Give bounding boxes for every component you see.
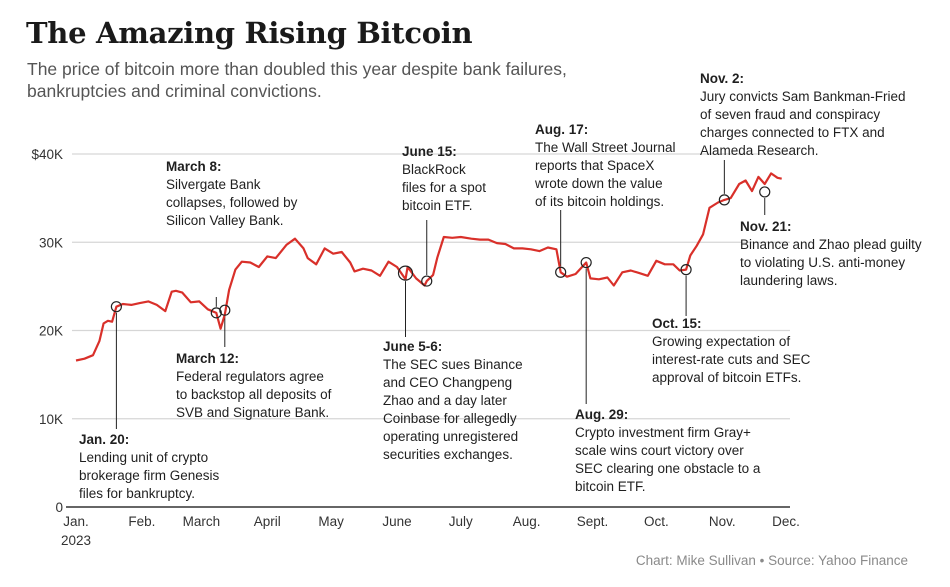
annotation-date: Nov. 21:	[740, 219, 792, 234]
annotation-marker	[680, 264, 692, 276]
annotation-text: Growing expectation of interest-rate cut…	[652, 334, 811, 385]
x-tick-label: May	[318, 514, 344, 529]
annotation-text: Binance and Zhao plead guilty to violati…	[740, 237, 922, 288]
x-tick-label: April	[254, 514, 281, 529]
annotation-text: Silvergate Bank collapses, followed by S…	[166, 177, 298, 228]
x-tick-label: Feb.	[128, 514, 155, 529]
annotation-date: June 5-6:	[383, 339, 443, 354]
x-tick-label: July	[449, 514, 473, 529]
annotation-text: Federal regulators agree to backstop all…	[176, 369, 332, 420]
x-tick-label: Aug.	[513, 514, 541, 529]
annotation: Aug. 29: Crypto investment firm Gray+ sca…	[575, 406, 760, 496]
x-tick-label: Dec.	[772, 514, 800, 529]
y-tick-label: 30K	[39, 235, 63, 250]
annotation-date: March 8:	[166, 159, 222, 174]
annotation-text: The SEC sues Binance and CEO Changpeng Z…	[383, 357, 523, 462]
y-tick-label: 0	[55, 500, 63, 515]
annotation-date: March 12:	[176, 351, 240, 366]
annotation: Aug. 17: The Wall Street Journal reports …	[535, 121, 676, 211]
annotation-date: Nov. 2:	[700, 71, 745, 86]
annotation-text: Lending unit of crypto brokerage firm Ge…	[79, 450, 220, 501]
x-tick-label: Nov.	[709, 514, 736, 529]
annotation-marker	[219, 304, 231, 316]
chart-title: The Amazing Rising Bitcoin	[26, 16, 473, 50]
annotation: Oct. 15: Growing expectation of interest-…	[652, 315, 810, 387]
annotation-marker	[759, 186, 771, 198]
annotation-text: The Wall Street Journal reports that Spa…	[535, 140, 676, 209]
x-tick-label: Jan.	[63, 514, 89, 529]
y-tick-label: 20K	[39, 324, 63, 339]
annotation-marker	[555, 266, 567, 278]
annotation-text: Crypto investment firm Gray+ scale wins …	[575, 425, 761, 494]
x-tick-label: March	[183, 514, 221, 529]
x-tick-label: Sept.	[577, 514, 609, 529]
annotation-marker	[718, 194, 730, 206]
annotation: June 15: BlackRock files for a spot bitco…	[402, 143, 486, 215]
annotation-date: Aug. 29:	[575, 407, 629, 422]
x-tick-label: June	[382, 514, 411, 529]
price-line	[75, 172, 782, 362]
annotation-marker	[421, 275, 433, 287]
chart-credit: Chart: Mike Sullivan • Source: Yahoo Fin…	[635, 553, 908, 568]
annotation-marker	[397, 265, 414, 281]
x-year-label: 2023	[61, 533, 91, 548]
x-tick-label: Oct.	[644, 514, 669, 529]
chart-subtitle: The price of bitcoin more than doubled t…	[27, 59, 567, 101]
annotation-text: BlackRock files for a spot bitcoin ETF.	[402, 162, 487, 213]
annotation-marker	[110, 301, 122, 313]
y-tick-label: $40K	[31, 147, 63, 162]
annotation-marker	[580, 256, 592, 269]
annotation-marker	[210, 307, 222, 319]
annotation: Jan. 20: Lending unit of crypto brokerage…	[79, 431, 219, 503]
annotation: March 8: Silvergate Bank collapses, follo…	[166, 158, 297, 230]
annotation: Nov. 2: Jury convicts Sam Bankman-Fried o…	[700, 70, 906, 160]
y-tick-label: 10K	[39, 412, 63, 427]
annotation-date: June 15:	[402, 144, 457, 159]
annotation-text: Jury convicts Sam Bankman-Fried of seven…	[700, 89, 906, 158]
annotation-date: Aug. 17:	[535, 122, 589, 137]
annotation-date: Oct. 15:	[652, 316, 702, 331]
annotation: June 5-6: The SEC sues Binance and CEO Ch…	[383, 338, 523, 464]
annotation: Nov. 21: Binance and Zhao plead guilty to…	[740, 218, 922, 290]
annotation: March 12: Federal regulators agree to bac…	[176, 350, 331, 422]
annotation-date: Jan. 20:	[79, 432, 130, 447]
